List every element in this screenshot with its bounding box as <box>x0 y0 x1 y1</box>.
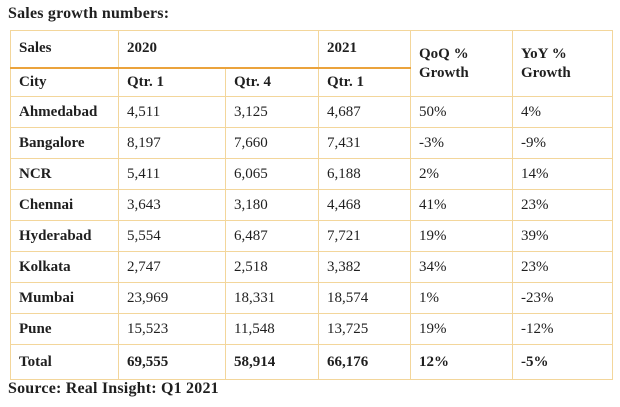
q4-2020-cell: 6,487 <box>225 220 319 252</box>
q1-2020-cell: 5,411 <box>118 158 226 190</box>
yoy-cell: -9% <box>512 127 613 159</box>
city-cell: Kolkata <box>10 251 119 283</box>
qoq-cell: 34% <box>410 251 513 283</box>
q1-2020-cell: 15,523 <box>118 313 226 345</box>
q4-2020-cell: 18,331 <box>225 282 319 314</box>
q4-2020-cell: 3,125 <box>225 96 319 128</box>
table-row: NCR 5,411 6,065 6,188 2% 14% <box>10 158 613 190</box>
city-cell: Ahmedabad <box>10 96 119 128</box>
qoq-cell: 2% <box>410 158 513 190</box>
q1-2021-cell: 4,468 <box>318 189 411 221</box>
yoy-cell: 39% <box>512 220 613 252</box>
qoq-cell: 19% <box>410 220 513 252</box>
total-label: Total <box>10 344 119 380</box>
header-qtr4-2020: Qtr. 4 <box>225 67 319 97</box>
q4-2020-cell: 11,548 <box>225 313 319 345</box>
total-qoq: 12% <box>410 344 513 380</box>
header-year-2021: 2021 <box>318 30 411 69</box>
yoy-cell: 4% <box>512 96 613 128</box>
yoy-cell: 14% <box>512 158 613 190</box>
header-yoy-growth: YoY % Growth <box>512 30 613 97</box>
sales-growth-table: Sales 2020 2021 QoQ % Growth YoY % Growt… <box>10 30 613 380</box>
q4-2020-cell: 2,518 <box>225 251 319 283</box>
city-cell: Mumbai <box>10 282 119 314</box>
header-qtr1-2021: Qtr. 1 <box>318 67 411 97</box>
total-q1-2021: 66,176 <box>318 344 411 380</box>
table-row: Ahmedabad 4,511 3,125 4,687 50% 4% <box>10 96 613 128</box>
q1-2020-cell: 8,197 <box>118 127 226 159</box>
city-cell: Hyderabad <box>10 220 119 252</box>
q1-2020-cell: 23,969 <box>118 282 226 314</box>
q1-2021-cell: 6,188 <box>318 158 411 190</box>
q4-2020-cell: 6,065 <box>225 158 319 190</box>
header-sales: Sales <box>10 30 119 69</box>
total-yoy: -5% <box>512 344 613 380</box>
table-row: Mumbai 23,969 18,331 18,574 1% -23% <box>10 282 613 314</box>
city-cell: Chennai <box>10 189 119 221</box>
header-qoq-growth: QoQ % Growth <box>410 30 513 97</box>
yoy-cell: 23% <box>512 251 613 283</box>
q1-2021-cell: 4,687 <box>318 96 411 128</box>
q1-2020-cell: 4,511 <box>118 96 226 128</box>
q1-2020-cell: 3,643 <box>118 189 226 221</box>
table-row: Chennai 3,643 3,180 4,468 41% 23% <box>10 189 613 221</box>
city-cell: Bangalore <box>10 127 119 159</box>
table-row: Kolkata 2,747 2,518 3,382 34% 23% <box>10 251 613 283</box>
qoq-cell: -3% <box>410 127 513 159</box>
yoy-cell: -23% <box>512 282 613 314</box>
header-row-quarters: City Qtr. 1 Qtr. 4 Qtr. 1 <box>10 67 613 97</box>
header-year-2020: 2020 <box>118 30 319 69</box>
q1-2021-cell: 7,721 <box>318 220 411 252</box>
table-row: Bangalore 8,197 7,660 7,431 -3% -9% <box>10 127 613 159</box>
city-cell: Pune <box>10 313 119 345</box>
header-city: City <box>10 67 119 97</box>
header-qtr1-2020: Qtr. 1 <box>118 67 226 97</box>
q1-2020-cell: 5,554 <box>118 220 226 252</box>
q4-2020-cell: 7,660 <box>225 127 319 159</box>
q1-2020-cell: 2,747 <box>118 251 226 283</box>
city-cell: NCR <box>10 158 119 190</box>
qoq-cell: 19% <box>410 313 513 345</box>
table-row: Hyderabad 5,554 6,487 7,721 19% 39% <box>10 220 613 252</box>
yoy-cell: -12% <box>512 313 613 345</box>
q1-2021-cell: 7,431 <box>318 127 411 159</box>
yoy-cell: 23% <box>512 189 613 221</box>
table-row: Pune 15,523 11,548 13,725 19% -12% <box>10 313 613 345</box>
q1-2021-cell: 18,574 <box>318 282 411 314</box>
q1-2021-cell: 13,725 <box>318 313 411 345</box>
source-note: Source: Real Insight: Q1 2021 <box>8 380 219 397</box>
q4-2020-cell: 3,180 <box>225 189 319 221</box>
page-title: Sales growth numbers: <box>8 5 170 22</box>
total-q1-2020: 69,555 <box>118 344 226 380</box>
total-row: Total 69,555 58,914 66,176 12% -5% <box>10 344 613 380</box>
qoq-cell: 50% <box>410 96 513 128</box>
total-q4-2020: 58,914 <box>225 344 319 380</box>
header-row-years: Sales 2020 2021 QoQ % Growth YoY % Growt… <box>10 30 613 97</box>
qoq-cell: 1% <box>410 282 513 314</box>
qoq-cell: 41% <box>410 189 513 221</box>
q1-2021-cell: 3,382 <box>318 251 411 283</box>
